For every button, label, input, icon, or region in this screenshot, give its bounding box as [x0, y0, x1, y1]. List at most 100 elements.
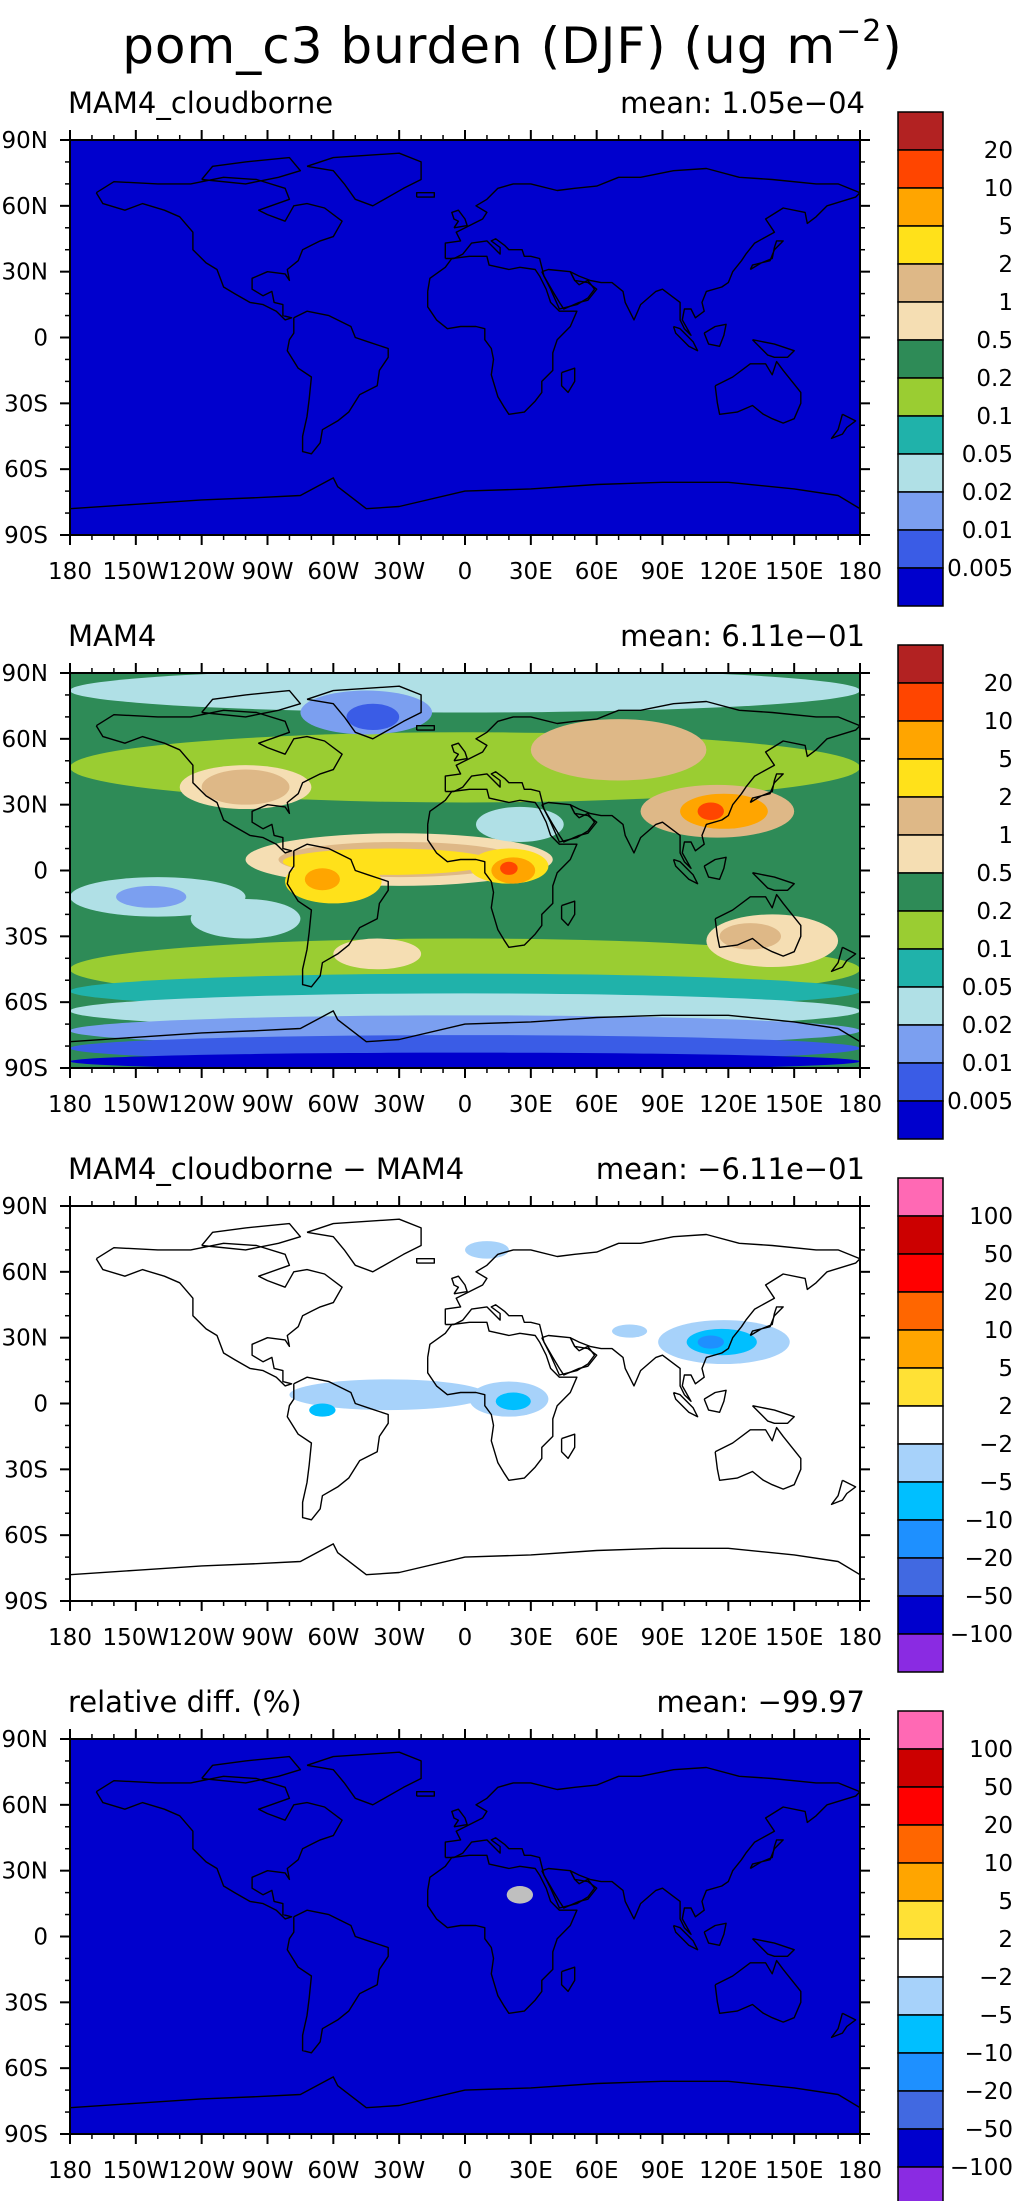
colorbar-label: −100 [950, 1622, 1013, 1648]
colorbar-swatch [897, 1100, 944, 1140]
colorbar-label: 20 [984, 1280, 1013, 1306]
colorbar-swatch [897, 1595, 944, 1635]
colorbar-label: 1 [998, 823, 1013, 849]
panel-mean: mean: −99.97 [656, 1685, 865, 1719]
lon-tick-label: 90E [641, 1092, 685, 1118]
lon-tick-label: 120E [699, 2158, 757, 2184]
colorbar-label: 0.1 [976, 404, 1013, 430]
colorbar-swatch [897, 1938, 944, 1978]
colorbar-swatch [897, 491, 944, 531]
panel-title: MAM4_cloudborne − MAM4 [68, 1152, 465, 1186]
colorbar-swatch [897, 1443, 944, 1483]
colorbar-label: 10 [984, 1318, 1013, 1344]
lon-tick-label: 120E [699, 559, 757, 585]
colorbar-label: −20 [964, 2079, 1013, 2105]
colorbar-label: 0.005 [947, 1089, 1013, 1115]
coastlines [70, 152, 860, 510]
panel-relative-diff: relative diff. (%) mean: −99.97 90N 60N 30… [0, 1681, 1025, 2201]
lon-tick-label: 120W [168, 559, 235, 585]
colorbar: 100 50 20 10 5 2 −2 −5 −10 −20 −50 −100 [897, 1710, 1013, 2201]
coastline [541, 1334, 596, 1376]
coastline [714, 1959, 802, 2023]
coastline [201, 1222, 302, 1251]
lon-tick-label: 90W [241, 1625, 293, 1651]
lat-tick-label: 60S [4, 1523, 48, 1549]
coastline [830, 1479, 857, 1506]
coastline [444, 700, 860, 869]
lon-tick-label: 60E [575, 1092, 619, 1118]
colorbar-swatch [897, 263, 944, 303]
coastline [830, 413, 857, 440]
colorbar-swatch [897, 149, 944, 189]
lon-tick-label: 90W [241, 1092, 293, 1118]
lat-tick-label: 30N [2, 1326, 48, 1352]
coastline [70, 477, 860, 510]
lon-tick-label: 30W [373, 1092, 425, 1118]
colorbar-label: −10 [964, 1508, 1013, 1534]
lon-tick-label: 60W [307, 1092, 359, 1118]
coastline [444, 167, 860, 336]
coastline [749, 240, 784, 271]
coastline [95, 176, 343, 321]
lat-tick-label: 0 [33, 326, 48, 352]
panel-mean: mean: 6.11e−01 [620, 619, 865, 653]
lon-tick-label: 180 [838, 1625, 882, 1651]
coastline [451, 209, 468, 229]
colorbar-swatch [897, 1633, 944, 1673]
lat-tick-label: 60S [4, 2056, 48, 2082]
lon-tick-label: 30W [373, 559, 425, 585]
colorbar-swatch [897, 1519, 944, 1559]
lat-tick-label: 90S [4, 1589, 48, 1615]
field-region [304, 868, 340, 891]
lon-tick-label: 60E [575, 1625, 619, 1651]
lon-tick-label: 150W [103, 1092, 170, 1118]
colorbar-label: 50 [984, 1242, 1013, 1268]
lon-tick-label: 60W [307, 559, 359, 585]
colorbar-label: 2 [998, 1927, 1013, 1953]
coastline [541, 268, 596, 310]
lat-tick-label: 90S [4, 2122, 48, 2148]
coastline [714, 893, 802, 957]
coastline [830, 946, 857, 973]
lon-tick-label: 0 [458, 1625, 473, 1651]
colorbar-label: −100 [950, 2155, 1013, 2181]
lon-tick-label: 150E [765, 559, 823, 585]
colorbar-label: 10 [984, 709, 1013, 735]
lon-tick-label: 30E [509, 2158, 553, 2184]
colorbar-label: 5 [998, 1889, 1013, 1915]
colorbar-label: 0.2 [976, 366, 1013, 392]
panel-mam4: MAM4 mean: 6.11e−01 90N 60N 30N 0 30S 60S 90S 1… [0, 615, 1025, 1140]
field-region [475, 806, 564, 842]
coastline [451, 1275, 468, 1295]
colorbar-swatch [897, 187, 944, 227]
lon-tick-label: 90E [641, 2158, 685, 2184]
coastline [427, 788, 578, 948]
colorbar-swatch [897, 682, 944, 722]
coastline [560, 1966, 576, 1993]
colorbar-swatch [897, 2052, 944, 2092]
colorbar-label: 0.01 [962, 518, 1013, 544]
lon-tick-label: 180 [48, 1625, 92, 1651]
colorbar-swatch [897, 720, 944, 760]
lon-tick-label: 150W [103, 559, 170, 585]
lon-tick-label: 180 [48, 559, 92, 585]
coastline [306, 685, 422, 740]
coastline [444, 1233, 860, 1402]
colorbar-swatch [897, 834, 944, 874]
coastline [752, 872, 795, 891]
colorbar-label: −20 [964, 1546, 1013, 1572]
colorbar-swatch [897, 1024, 944, 1064]
field-region [697, 802, 724, 821]
colorbar-swatch [897, 948, 944, 988]
coastline [70, 1010, 860, 1043]
lat-tick-label: 60N [2, 1260, 48, 1286]
lon-tick-label: 60W [307, 1625, 359, 1651]
field-region [190, 899, 301, 939]
colorbar-label: −10 [964, 2041, 1013, 2067]
lon-tick-label: 60E [575, 559, 619, 585]
colorbar-label: 5 [998, 214, 1013, 240]
colorbar-label: 20 [984, 138, 1013, 164]
map-field-background [70, 1739, 860, 2134]
